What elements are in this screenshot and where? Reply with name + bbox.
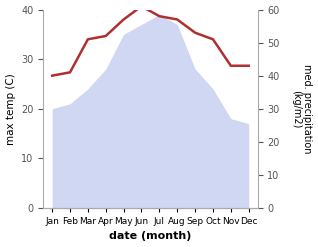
Y-axis label: max temp (C): max temp (C) xyxy=(5,73,16,144)
Y-axis label: med. precipitation
(kg/m2): med. precipitation (kg/m2) xyxy=(291,64,313,153)
X-axis label: date (month): date (month) xyxy=(109,231,192,242)
